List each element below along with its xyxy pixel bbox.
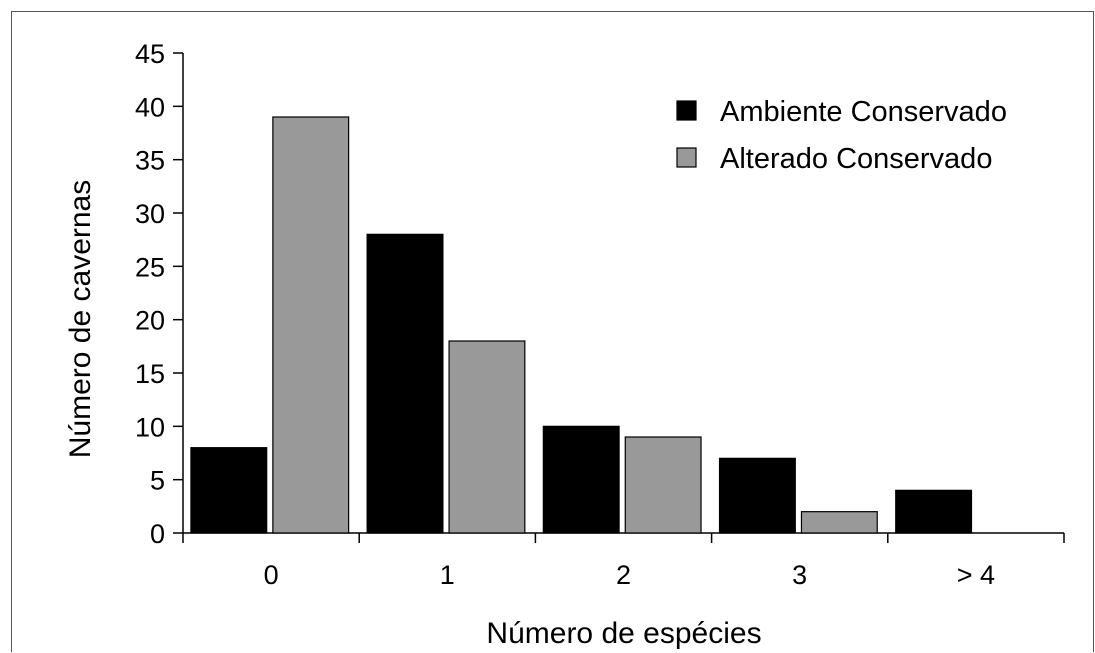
x-tick-label: 2 — [616, 560, 631, 590]
legend-swatch — [676, 100, 697, 121]
bar-alterado-3 — [800, 511, 878, 534]
y-tick-label: 10 — [135, 412, 165, 442]
y-tick-label: 15 — [135, 359, 165, 389]
bar-ambiente-3 — [718, 457, 796, 534]
chart-frame — [11, 11, 1094, 652]
y-tick-label: 5 — [150, 466, 165, 496]
bar-alterado-0 — [272, 116, 350, 534]
bar-ambiente-2 — [542, 425, 620, 534]
bar-alterado-1 — [448, 340, 526, 534]
bar-ambiente-0 — [190, 447, 268, 534]
legend: Ambiente Conservado Alterado Conservado — [676, 96, 1007, 175]
bar-ambiente-1 — [366, 233, 444, 534]
x-tick-label: 3 — [792, 560, 807, 590]
y-tick-label: 25 — [135, 252, 165, 282]
legend-swatch — [676, 147, 697, 168]
y-axis-label: Número de cavernas — [64, 180, 97, 458]
y-tick-label: 35 — [135, 146, 165, 176]
legend-label: Ambiente Conservado — [720, 96, 1007, 128]
bar-alterado-2 — [624, 436, 702, 534]
x-tick-label: 1 — [440, 560, 455, 590]
y-tick-label: 40 — [135, 92, 165, 122]
y-tick-label: 45 — [135, 39, 165, 69]
x-axis-label: Número de espécies — [486, 617, 761, 650]
x-tick-label: > 4 — [957, 560, 995, 590]
y-tick-label: 0 — [150, 519, 165, 549]
x-axis: 0 1 2 3 > 4 — [182, 532, 1065, 590]
legend-label: Alterado Conservado — [720, 143, 992, 175]
x-tick-label: 0 — [264, 560, 279, 590]
y-axis: 0 5 10 15 20 25 30 35 40 45 — [135, 39, 184, 549]
y-tick-label: 30 — [135, 199, 165, 229]
bar-ambiente-4 — [895, 489, 973, 534]
bars — [190, 116, 973, 534]
y-tick-label: 20 — [135, 306, 165, 336]
